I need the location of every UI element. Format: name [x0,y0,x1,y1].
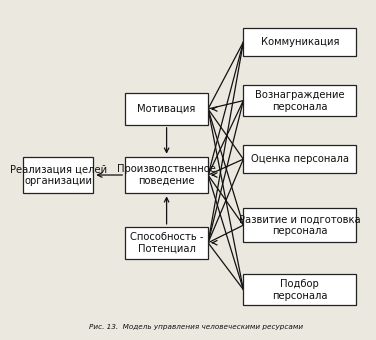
Text: Мотивация: Мотивация [137,104,196,114]
FancyBboxPatch shape [243,208,356,242]
Text: Реализация целей
организации: Реализация целей организации [9,164,107,186]
Text: Рис. 13.  Модель управления человеческими ресурсами: Рис. 13. Модель управления человеческими… [89,324,303,330]
FancyBboxPatch shape [243,145,356,173]
Text: Способность -
Потенциал: Способность - Потенциал [130,232,203,254]
Text: Оценка персонала: Оценка персонала [251,154,349,164]
FancyBboxPatch shape [125,157,208,193]
FancyBboxPatch shape [125,93,208,125]
FancyBboxPatch shape [125,227,208,259]
Text: Производственное
поведение: Производственное поведение [117,164,216,186]
Text: Подбор
персонала: Подбор персонала [272,278,327,301]
FancyBboxPatch shape [243,28,356,56]
FancyBboxPatch shape [243,85,356,117]
FancyBboxPatch shape [23,157,93,193]
Text: Коммуникация: Коммуникация [261,37,339,47]
FancyBboxPatch shape [243,274,356,305]
Text: Вознаграждение
персонала: Вознаграждение персонала [255,90,345,112]
Text: Развитие и подготовка
персонала: Развитие и подготовка персонала [239,214,361,236]
